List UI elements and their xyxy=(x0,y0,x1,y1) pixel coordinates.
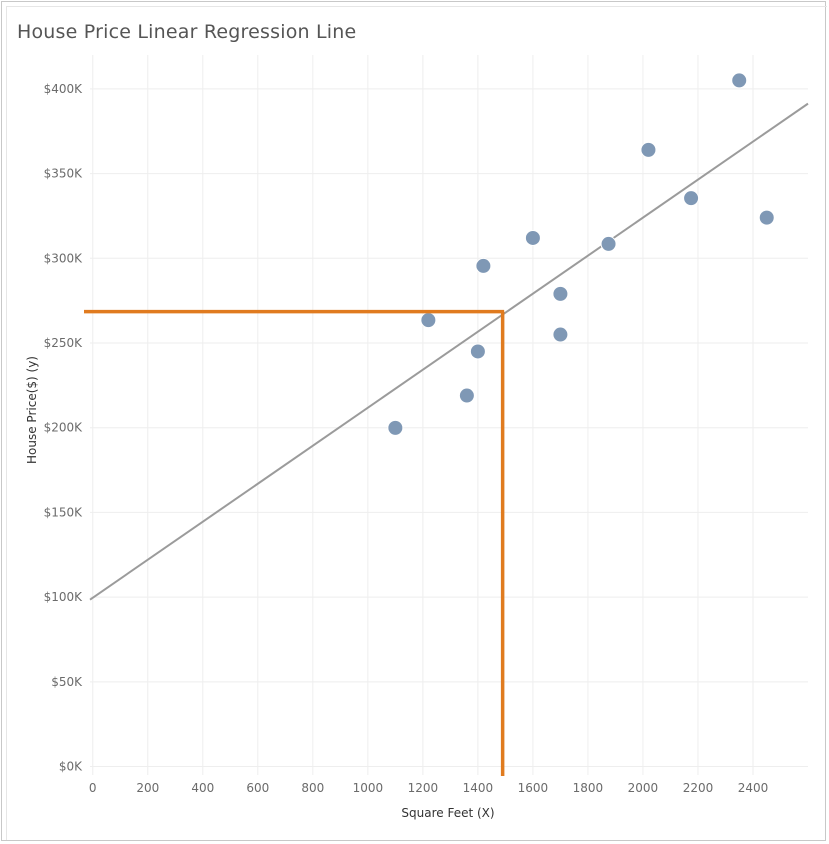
y-tick-label: $0K xyxy=(59,760,83,774)
y-tick-label: $250K xyxy=(44,336,84,350)
x-tick-label: 1400 xyxy=(463,781,494,795)
x-tick-label: 200 xyxy=(136,781,159,795)
y-tick-label: $350K xyxy=(44,167,84,181)
data-point xyxy=(759,210,774,225)
data-point xyxy=(641,142,656,157)
regression-line xyxy=(90,104,808,600)
x-tick-label: 2200 xyxy=(683,781,714,795)
y-axis-title: House Price($) (y) xyxy=(25,356,39,464)
data-point xyxy=(684,191,699,206)
tick-labels: 0 200 400 600 800 1000 1200 1400 1600 1800 2000 220… xyxy=(44,82,769,795)
data-point xyxy=(388,420,403,435)
guide-layer xyxy=(84,312,504,776)
data-point xyxy=(553,327,568,342)
data-point xyxy=(470,344,485,359)
x-tick-label: 2000 xyxy=(628,781,659,795)
x-tick-label: 1600 xyxy=(518,781,549,795)
regression-layer xyxy=(90,104,808,600)
x-tick-label: 1000 xyxy=(353,781,384,795)
y-tick-label: $150K xyxy=(44,505,84,519)
grid xyxy=(90,55,808,775)
y-tick-label: $400K xyxy=(44,82,84,96)
points-layer xyxy=(388,73,774,435)
data-point xyxy=(476,258,491,273)
x-tick-label: 0 xyxy=(89,781,97,795)
data-point xyxy=(732,73,747,88)
x-tick-label: 1800 xyxy=(573,781,604,795)
x-axis-title: Square Feet (X) xyxy=(401,806,494,820)
x-tick-label: 800 xyxy=(301,781,324,795)
data-point xyxy=(525,230,540,245)
data-point xyxy=(601,236,616,251)
data-point xyxy=(553,286,568,301)
y-tick-label: $200K xyxy=(44,421,84,435)
x-tick-label: 2400 xyxy=(738,781,769,795)
x-tick-label: 400 xyxy=(191,781,214,795)
y-tick-label: $100K xyxy=(44,590,84,604)
data-point xyxy=(459,388,474,403)
y-tick-label: $300K xyxy=(44,251,84,265)
x-tick-label: 600 xyxy=(246,781,269,795)
data-point xyxy=(421,313,436,328)
x-tick-label: 1200 xyxy=(408,781,439,795)
y-tick-label: $50K xyxy=(51,675,83,689)
